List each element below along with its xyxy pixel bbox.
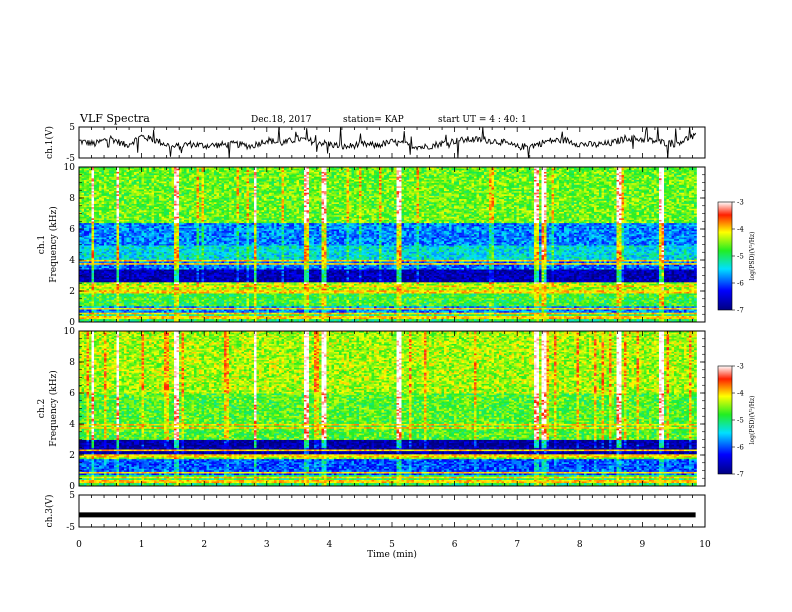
y-tick-label: 5 [69, 123, 75, 133]
y-axis-label: ch.1(V) [44, 126, 55, 159]
vlf-figure: VLF Spectra Dec.18, 2017 station= KAP st… [0, 0, 792, 612]
start-time-label: start UT = 4 : 40: 1 [438, 115, 527, 125]
ch1-waveform-panel: 5-5ch.1(V) [44, 123, 705, 164]
station-label: station= KAP [343, 115, 404, 125]
figure-title: VLF Spectra [79, 112, 150, 125]
date-label: Dec.18, 2017 [251, 115, 312, 125]
ch1-trace [79, 127, 696, 158]
